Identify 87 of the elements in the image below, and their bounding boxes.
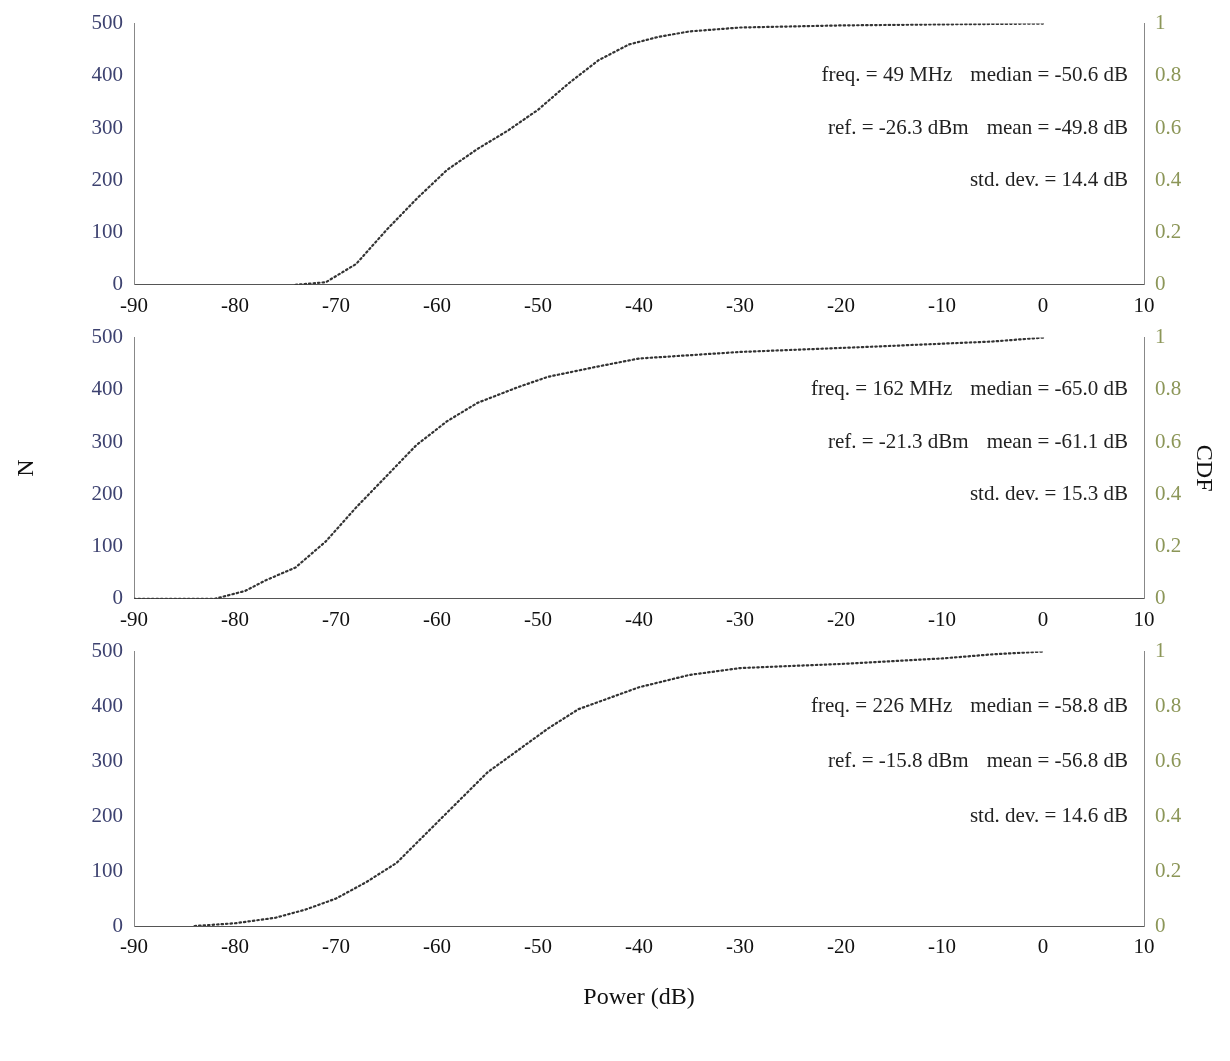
y2-tick-label: 0.4	[1155, 802, 1182, 827]
y2-tick-label: 0.6	[1155, 747, 1182, 772]
y2-tick-label: 0.8	[1155, 693, 1182, 717]
annotation: freq. = 49 MHz	[821, 62, 953, 87]
x-tick-label: 10	[1133, 934, 1155, 959]
annotation: mean = -61.1 dB	[986, 428, 1128, 453]
annotation: freq. = 226 MHz	[811, 693, 953, 717]
annotation: median = -50.6 dB	[970, 62, 1128, 87]
annotation: mean = -56.8 dB	[986, 747, 1128, 772]
x-tick-label: -60	[423, 606, 451, 631]
y2-tick-label: 0.2	[1155, 219, 1182, 244]
y2-tick-label: 0.2	[1155, 857, 1182, 882]
x-tick-label: 0	[1037, 934, 1049, 959]
x-tick-label: -70	[322, 934, 350, 959]
y-tick-label: 300	[91, 428, 123, 453]
y-tick-label: 200	[91, 480, 123, 505]
y-tick-label: 300	[91, 747, 123, 772]
annotation: freq. = 162 MHz	[811, 376, 953, 401]
y2-tick-label: 0.6	[1155, 428, 1182, 453]
annotation: ref. = -15.8 dBm	[827, 747, 969, 772]
x-tick-label: -10	[928, 606, 956, 631]
x-tick-label: -40	[625, 292, 653, 317]
x-tick-label: -50	[524, 606, 552, 631]
x-tick-label: -50	[524, 292, 552, 317]
x-tick-label: -40	[625, 606, 653, 631]
x-tick-label: -40	[625, 934, 653, 959]
x-tick-label: -80	[221, 934, 249, 959]
x-tick-label: -20	[827, 606, 855, 631]
y2-tick-label: 1	[1155, 324, 1166, 349]
x-tick-label: -90	[120, 934, 148, 959]
y2-tick-label: 0.8	[1155, 62, 1182, 87]
annotation: mean = -49.8 dB	[986, 114, 1128, 139]
y2-tick-label: 0	[1155, 271, 1166, 296]
y-tick-label: 100	[91, 219, 123, 244]
x-tick-label: 10	[1133, 606, 1155, 631]
y-tick-label: 500	[91, 638, 123, 663]
y2-tick-label: 0	[1155, 912, 1166, 937]
annotation: median = -58.8 dB	[970, 693, 1128, 717]
y2-tick-label: 1	[1155, 638, 1166, 663]
x-tick-label: -10	[928, 934, 956, 959]
y-tick-label: 0	[112, 585, 123, 610]
x-tick-label: -50	[524, 934, 552, 959]
x-tick-label: -60	[423, 292, 451, 317]
x-tick-label: -80	[221, 292, 249, 317]
annotation: ref. = -26.3 dBm	[827, 114, 969, 139]
y2-tick-label: 0.8	[1155, 376, 1182, 401]
x-tick-label: -90	[120, 292, 148, 317]
y-tick-label: 400	[91, 62, 123, 87]
y-tick-label: 400	[91, 376, 123, 401]
y-axis-title: N	[11, 459, 38, 477]
x-tick-label: -90	[120, 606, 148, 631]
annotation: std. dev. = 15.3 dB	[969, 480, 1128, 505]
y-tick-label: 0	[112, 271, 123, 296]
x-tick-label: 10	[1133, 292, 1155, 317]
annotation: median = -65.0 dB	[970, 376, 1128, 401]
x-tick-label: -60	[423, 934, 451, 959]
y2-tick-label: 0.4	[1155, 166, 1182, 191]
x-tick-label: -70	[322, 606, 350, 631]
y-tick-label: 0	[112, 912, 123, 937]
x-tick-label: 0	[1037, 606, 1049, 631]
y-tick-label: 200	[91, 802, 123, 827]
y-tick-label: 400	[91, 693, 123, 717]
y-tick-label: 300	[91, 114, 123, 139]
y2-tick-label: 0.6	[1155, 114, 1182, 139]
annotation: std. dev. = 14.6 dB	[969, 802, 1128, 827]
y2-tick-label: 0.2	[1155, 533, 1182, 558]
y-tick-label: 100	[91, 533, 123, 558]
x-axis-title: Power (dB)	[583, 982, 695, 1009]
y2-tick-label: 1	[1155, 10, 1166, 35]
x-tick-label: -20	[827, 292, 855, 317]
y2-tick-label: 0	[1155, 585, 1166, 610]
x-tick-label: -70	[322, 292, 350, 317]
x-tick-label: -30	[726, 606, 754, 631]
x-tick-label: -30	[726, 292, 754, 317]
y-tick-label: 500	[91, 324, 123, 349]
y-tick-label: 200	[91, 166, 123, 191]
y2-axis-title: CDF	[1192, 444, 1219, 492]
x-tick-label: -80	[221, 606, 249, 631]
x-tick-label: -10	[928, 292, 956, 317]
y2-tick-label: 0.4	[1155, 480, 1182, 505]
x-tick-label: -30	[726, 934, 754, 959]
annotation: std. dev. = 14.4 dB	[969, 166, 1128, 191]
x-tick-label: 0	[1037, 292, 1049, 317]
y-tick-label: 100	[91, 857, 123, 882]
y-tick-label: 500	[91, 10, 123, 35]
annotation: ref. = -21.3 dBm	[827, 428, 969, 453]
x-tick-label: -20	[827, 934, 855, 959]
